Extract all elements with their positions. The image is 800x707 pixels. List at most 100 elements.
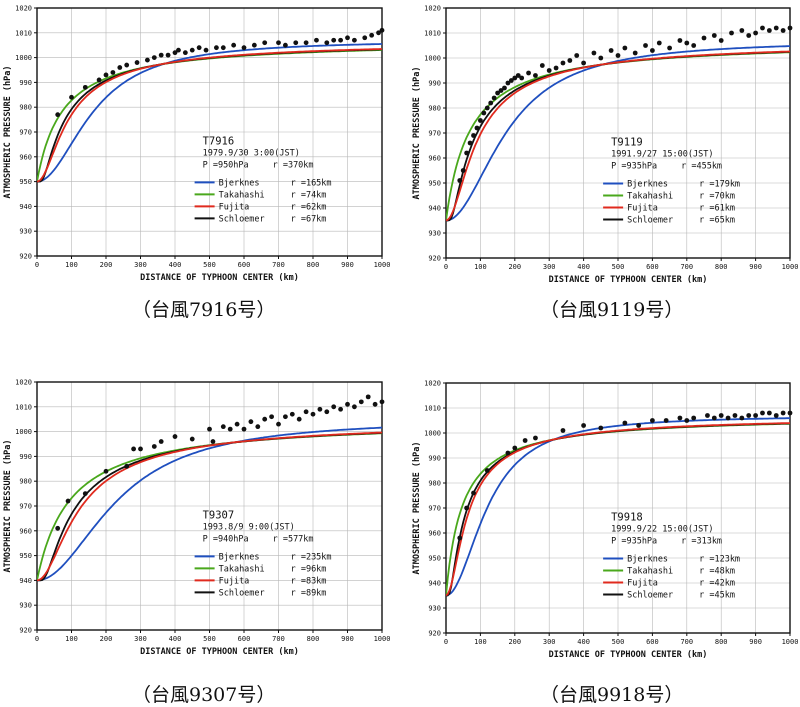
observation-point	[711, 33, 717, 38]
y-tick-label: 940	[19, 203, 32, 211]
observation-point	[533, 73, 538, 78]
legend-label-takahashi: Takahashi	[627, 567, 673, 577]
observation-point	[283, 42, 288, 48]
y-tick-label: 920	[19, 253, 32, 261]
caption-t9918: （台風9918号）	[540, 684, 684, 706]
observation-point	[512, 75, 518, 81]
observation-point	[691, 43, 697, 48]
max-radius: r =370km	[273, 160, 314, 170]
observation-time: 1979.9/30 3:00(JST)	[203, 148, 300, 158]
observation-point	[331, 37, 337, 43]
central-pressure: P =935hPa	[611, 537, 657, 547]
y-tick-label: 960	[19, 527, 32, 535]
observation-point	[227, 426, 233, 432]
observation-point	[103, 72, 109, 78]
legend-label-schloemer: Schloemer	[219, 588, 265, 598]
x-tick-label: 500	[203, 261, 216, 269]
x-tick-label: 0	[444, 638, 448, 646]
observation-point	[760, 25, 765, 31]
observation-point	[739, 28, 745, 33]
observation-point	[746, 33, 752, 38]
y-tick-label: 1000	[15, 428, 32, 436]
observation-point	[165, 52, 171, 58]
chart-t9918: 0 100 200 300 400 500 600 700 800 900 1000 920 930 94…	[412, 380, 798, 661]
legend-label-bjerknes: Bjerknes	[627, 555, 668, 565]
observation-point	[124, 62, 130, 68]
y-tick-label: 980	[19, 104, 32, 112]
observation-point	[210, 439, 216, 444]
observation-point	[182, 50, 188, 56]
observation-point	[189, 436, 195, 442]
observation-point	[773, 25, 779, 31]
observation-point	[498, 88, 504, 93]
observation-point	[207, 426, 212, 432]
observation-point	[303, 40, 309, 46]
legend-label-fujita: Fujita	[219, 576, 250, 586]
x-tick-label: 800	[307, 261, 320, 269]
observation-point	[718, 413, 724, 418]
y-tick-label: 960	[428, 155, 441, 163]
x-tick-label: 200	[508, 638, 521, 646]
observation-point	[324, 40, 330, 46]
y-tick-label: 950	[19, 552, 32, 560]
observation-point	[369, 32, 375, 38]
observation-point	[787, 25, 793, 31]
observation-point	[172, 50, 178, 56]
observation-point	[220, 45, 226, 51]
observation-point	[65, 498, 71, 504]
x-tick-label: 1000	[782, 263, 799, 271]
x-tick-label: 1000	[782, 638, 799, 646]
x-tick-label: 0	[35, 635, 39, 643]
typhoon-id: T9307	[203, 509, 235, 521]
x-tick-label: 300	[543, 263, 556, 271]
observation-point	[512, 445, 518, 451]
x-tick-label: 700	[272, 261, 285, 269]
typhoon-id: T9119	[611, 137, 643, 149]
central-pressure: P =950hPa	[203, 160, 249, 170]
legend-label-schloemer: Schloemer	[627, 216, 673, 226]
observation-point	[533, 435, 538, 441]
observation-point	[553, 65, 559, 71]
observation-point	[241, 426, 247, 432]
observation-point	[539, 63, 545, 68]
observation-point	[276, 421, 281, 427]
observation-point	[189, 47, 195, 53]
observation-point	[365, 394, 371, 400]
observation-point	[362, 35, 368, 41]
observation-point	[519, 75, 525, 81]
observation-point	[151, 444, 157, 449]
observation-point	[622, 45, 628, 51]
observation-point	[760, 410, 765, 416]
caption-t7916: （台風7916号）	[132, 299, 276, 321]
observation-point	[632, 50, 638, 56]
observation-point	[251, 42, 257, 48]
series-line-fujita	[446, 50, 790, 222]
observation-point	[345, 35, 350, 41]
observation-point	[505, 450, 511, 456]
observation-point	[345, 401, 350, 407]
observation-point	[478, 118, 483, 123]
chart-t9307: 0 100 200 300 400 500 600 700 800 900 1000 920 930 94…	[3, 379, 390, 658]
x-tick-label: 700	[272, 635, 285, 643]
observation-point	[753, 30, 758, 36]
y-tick-label: 940	[428, 580, 441, 588]
y-tick-label: 1000	[424, 55, 441, 63]
observation-point	[701, 35, 707, 41]
series-line-bjerknes	[446, 45, 790, 222]
observation-point	[471, 133, 476, 138]
x-tick-label: 900	[341, 261, 354, 269]
observation-point	[460, 168, 466, 173]
y-tick-label: 1010	[15, 403, 32, 411]
observation-point	[464, 505, 470, 511]
legend-label-takahashi: Takahashi	[219, 564, 265, 574]
observation-point	[55, 525, 61, 531]
x-tick-label: 1000	[374, 261, 391, 269]
legend-label-takahashi: Takahashi	[627, 192, 673, 202]
max-radius: r =313km	[681, 537, 722, 547]
central-pressure: P =935hPa	[611, 162, 657, 172]
observation-point	[684, 418, 690, 423]
observation-point	[262, 40, 268, 46]
series-line-bjerknes	[446, 417, 790, 597]
legend-r-takahashi: r =48km	[699, 567, 735, 577]
observation-point	[214, 45, 219, 51]
